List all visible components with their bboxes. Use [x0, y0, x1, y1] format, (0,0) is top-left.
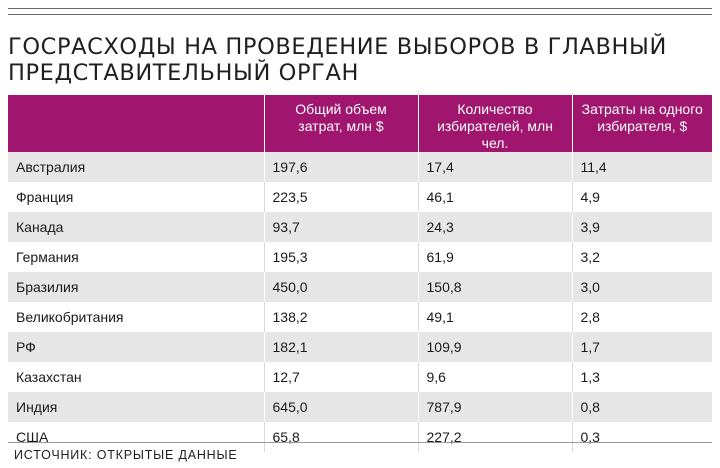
bottom-rule [8, 442, 712, 443]
cell-voters: 150,8 [417, 272, 572, 302]
cell-voters: 227,2 [417, 422, 572, 452]
cell-country: РФ [16, 339, 36, 355]
cell-voters: 46,1 [417, 182, 572, 212]
table-row: Канада 93,7 24,3 3,9 [8, 212, 712, 242]
cell-total-cost: 65,8 [263, 422, 418, 452]
table-row: Франция 223,5 46,1 4,9 [8, 182, 712, 212]
cell-country: Индия [16, 399, 58, 415]
data-table: Общий объем затрат, млн $ Количество изб… [8, 95, 712, 452]
cell-total-cost: 195,3 [263, 242, 418, 272]
header-voters: Количество избирателей, млн чел. [417, 95, 572, 152]
table-row: Великобритания 138,2 49,1 2,8 [8, 302, 712, 332]
cell-total-cost: 197,6 [263, 152, 418, 182]
cell-cost-per-voter: 11,4 [571, 152, 712, 182]
cell-total-cost: 12,7 [263, 362, 418, 392]
page-title: ГОСРАСХОДЫ НА ПРОВЕДЕНИЕ ВЫБОРОВ В ГЛАВН… [8, 34, 667, 86]
cell-cost-per-voter: 4,9 [571, 182, 712, 212]
cell-cost-per-voter: 0,3 [571, 422, 712, 452]
cell-cost-per-voter: 3,2 [571, 242, 712, 272]
table-row: РФ 182,1 109,9 1,7 [8, 332, 712, 362]
cell-voters: 49,1 [417, 302, 572, 332]
table-body: Австралия 197,6 17,4 11,4 Франция 223,5 46,1 4,… [8, 152, 712, 452]
header-total-cost: Общий объем затрат, млн $ [263, 95, 418, 152]
cell-total-cost: 93,7 [263, 212, 418, 242]
cell-country: Австралия [16, 159, 86, 175]
cell-voters: 61,9 [417, 242, 572, 272]
cell-cost-per-voter: 0,8 [571, 392, 712, 422]
cell-cost-per-voter: 1,3 [571, 362, 712, 392]
table-header-row: Общий объем затрат, млн $ Количество изб… [8, 95, 712, 152]
cell-country: Бразилия [16, 279, 79, 295]
table-row: Австралия 197,6 17,4 11,4 [8, 152, 712, 182]
table-row: Казахстан 12,7 9,6 1,3 [8, 362, 712, 392]
cell-voters: 9,6 [417, 362, 572, 392]
cell-voters: 787,9 [417, 392, 572, 422]
table-row: США 65,8 227,2 0,3 [8, 422, 712, 452]
cell-country: Франция [16, 189, 74, 205]
cell-voters: 24,3 [417, 212, 572, 242]
table-header: Общий объем затрат, млн $ Количество изб… [8, 95, 712, 152]
cell-cost-per-voter: 2,8 [571, 302, 712, 332]
cell-total-cost: 138,2 [263, 302, 418, 332]
source-note: ИСТОЧНИК: ОТКРЫТЫЕ ДАННЫЕ [14, 448, 238, 462]
cell-total-cost: 450,0 [263, 272, 418, 302]
table-row: Германия 195,3 61,9 3,2 [8, 242, 712, 272]
cell-country: Великобритания [16, 309, 124, 325]
table-row: Индия 645,0 787,9 0,8 [8, 392, 712, 422]
cell-cost-per-voter: 3,9 [571, 212, 712, 242]
table-row: Бразилия 450,0 150,8 3,0 [8, 272, 712, 302]
cell-total-cost: 223,5 [263, 182, 418, 212]
cell-total-cost: 182,1 [263, 332, 418, 362]
header-cost-per-voter: Затраты на одного избирателя, $ [571, 95, 712, 152]
header-country [8, 95, 264, 152]
top-rule-1 [8, 8, 712, 9]
cell-voters: 109,9 [417, 332, 572, 362]
cell-cost-per-voter: 3,0 [571, 272, 712, 302]
top-rule-2 [8, 14, 712, 15]
cell-cost-per-voter: 1,7 [571, 332, 712, 362]
cell-total-cost: 645,0 [263, 392, 418, 422]
cell-country: Германия [16, 249, 79, 265]
cell-country: Канада [16, 219, 64, 235]
cell-country: США [16, 429, 49, 445]
cell-country: Казахстан [16, 369, 82, 385]
cell-voters: 17,4 [417, 152, 572, 182]
